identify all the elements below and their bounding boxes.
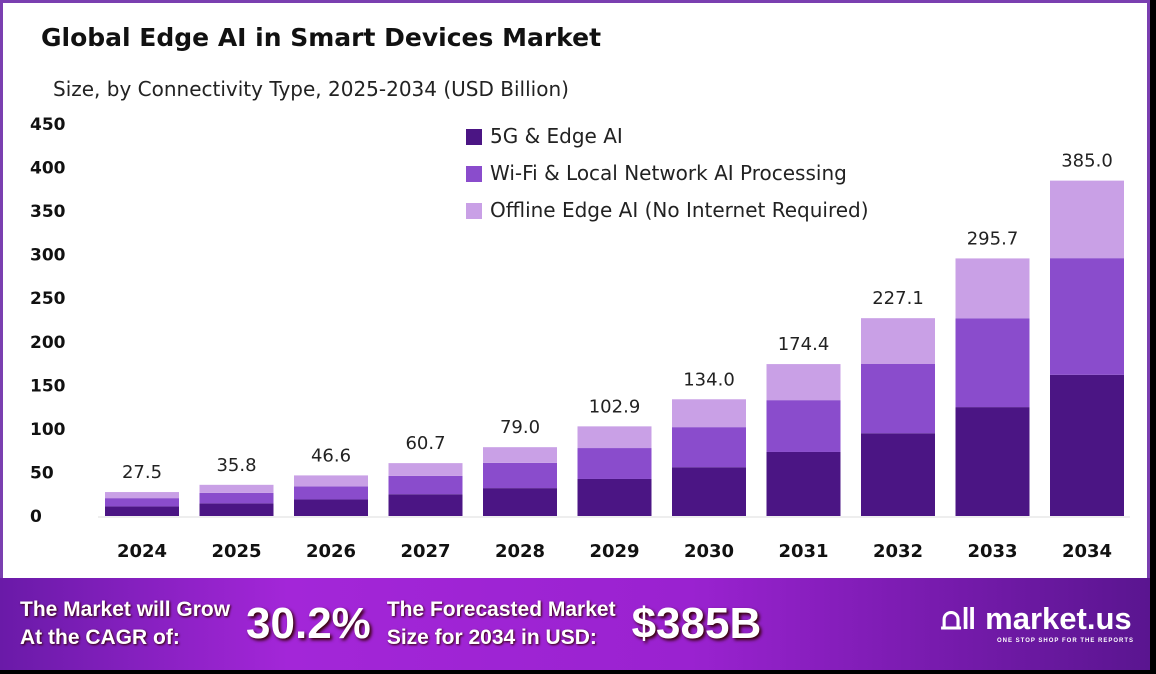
- x-tick-label: 2028: [495, 541, 545, 562]
- bar-segment: [861, 318, 935, 364]
- x-tick-label: 2032: [873, 541, 923, 562]
- y-tick-label: 300: [30, 246, 66, 266]
- x-tick-label: 2024: [117, 541, 167, 562]
- bar-segment: [955, 318, 1030, 408]
- bar-segment: [294, 499, 368, 516]
- x-tick-label: 2025: [211, 541, 261, 562]
- size-label: The Forecasted Market Size for 2034 in U…: [387, 596, 616, 652]
- logo-tagline: ONE STOP SHOP FOR THE REPORTS: [996, 638, 1134, 644]
- y-tick-label: 150: [30, 376, 66, 396]
- bar-segment: [577, 448, 652, 479]
- y-tick-label: 0: [30, 507, 42, 527]
- y-tick-label: 100: [30, 420, 66, 440]
- market-us-logo: ⩍‖ market.us ONE STOP SHOP FOR THE REPOR…: [941, 603, 1134, 645]
- bar-segment: [294, 486, 368, 500]
- y-tick-label: 400: [30, 159, 66, 179]
- bar-segment: [861, 433, 935, 516]
- legend-label: Wi-Fi & Local Network AI Processing: [490, 161, 847, 185]
- size-label-line2: Size for 2034 in USD:: [386, 626, 597, 649]
- legend-swatch: [466, 129, 482, 145]
- total-label: 385.0: [1061, 151, 1113, 172]
- cagr-label-line1: The Market will Grow: [20, 598, 231, 621]
- y-tick-label: 200: [30, 333, 66, 353]
- total-label: 102.9: [589, 396, 641, 417]
- bar-segment: [388, 475, 463, 495]
- total-label: 134.0: [683, 369, 735, 390]
- bar-segment: [1050, 258, 1124, 375]
- y-tick-label: 50: [30, 463, 54, 483]
- chart-title: Global Edge AI in Smart Devices Market: [41, 23, 602, 52]
- y-tick-label: 450: [30, 115, 66, 135]
- cagr-label: The Market will Grow At the CAGR of:: [20, 596, 230, 652]
- bar-segment: [294, 475, 368, 487]
- bar-segment: [388, 463, 463, 476]
- logo-icon: ⩍‖: [940, 601, 977, 636]
- total-label: 60.7: [405, 433, 445, 454]
- bar-segment: [672, 427, 746, 468]
- bar-segment: [199, 484, 274, 493]
- y-tick-label: 350: [30, 202, 66, 222]
- bar-segment: [955, 258, 1030, 319]
- logo-text: market.us: [985, 601, 1132, 636]
- legend-label: 5G & Edge AI: [490, 124, 623, 148]
- total-label: 295.7: [967, 228, 1019, 249]
- bar-segment: [577, 478, 652, 516]
- total-label: 79.0: [500, 417, 540, 438]
- cagr-label-line2: At the CAGR of:: [20, 626, 180, 649]
- bar-segment: [861, 363, 935, 434]
- bar-segment: [199, 492, 274, 504]
- total-label: 35.8: [216, 455, 256, 476]
- bar-segment: [766, 400, 841, 452]
- bar-segment: [672, 399, 746, 428]
- x-tick-label: 2027: [400, 541, 450, 562]
- x-tick-label: 2029: [589, 541, 639, 562]
- x-tick-label: 2033: [967, 541, 1017, 562]
- total-label: 174.4: [778, 334, 830, 355]
- bar-segment: [766, 364, 841, 401]
- bar-segment: [105, 492, 179, 499]
- bar-segment: [105, 498, 179, 507]
- x-tick-label: 2030: [684, 541, 734, 562]
- bar-segment: [105, 506, 179, 516]
- summary-banner: The Market will Grow At the CAGR of: 30.…: [0, 578, 1150, 670]
- bar-segment: [388, 494, 463, 516]
- x-tick-label: 2026: [306, 541, 356, 562]
- bar-segment: [955, 407, 1030, 516]
- legend-swatch: [466, 203, 482, 219]
- total-label: 46.6: [311, 445, 351, 466]
- total-label: 27.5: [122, 462, 162, 483]
- legend-swatch: [466, 166, 482, 182]
- bar-segment: [672, 467, 746, 516]
- bar-segment: [483, 488, 557, 516]
- cagr-value: 30.2%: [246, 599, 371, 648]
- bar-segment: [199, 503, 274, 516]
- x-tick-label: 2031: [778, 541, 828, 562]
- stacked-bar-chart: 0 50 100 150 200 250 300 350 400 450 27.5 2024 35.8 2…: [30, 115, 1130, 562]
- bar-segment: [577, 426, 652, 449]
- legend-label: Offline Edge AI (No Internet Required): [490, 198, 869, 222]
- y-tick-label: 250: [30, 289, 66, 309]
- bar-segment: [1050, 180, 1124, 259]
- bar-segment: [1050, 374, 1124, 516]
- size-value: $385B: [631, 599, 762, 648]
- x-tick-label: 2034: [1062, 541, 1112, 562]
- size-label-line1: The Forecasted Market: [386, 598, 616, 621]
- bar-segment: [483, 462, 557, 489]
- bar-segment: [766, 451, 841, 516]
- chart-subtitle: Size, by Connectivity Type, 2025-2034 (U…: [53, 77, 569, 101]
- bar-segment: [483, 447, 557, 463]
- total-label: 227.1: [872, 288, 924, 309]
